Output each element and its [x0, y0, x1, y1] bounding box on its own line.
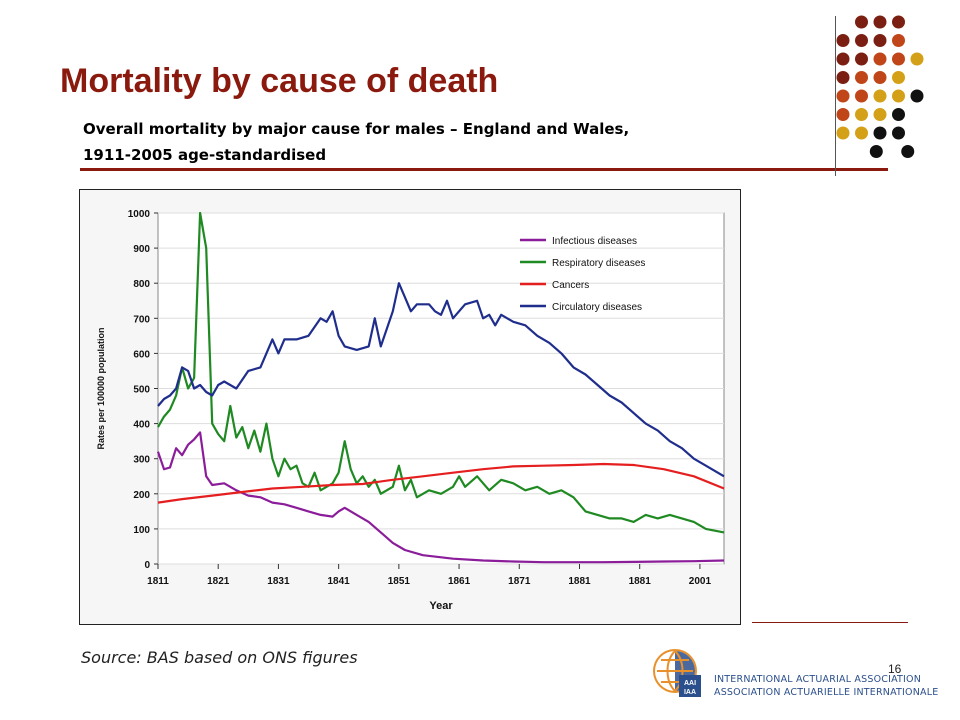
y-tick-label: 0	[144, 560, 150, 571]
decorative-dot	[910, 89, 924, 103]
series-line-cancers	[157, 462, 725, 504]
decorative-dot	[855, 71, 868, 84]
y-tick-label: 200	[133, 490, 150, 501]
y-tick-label: 800	[133, 279, 150, 290]
decorative-dot	[836, 71, 850, 84]
y-tick-label: 500	[133, 385, 150, 396]
decorative-dot	[892, 89, 905, 103]
logo-text-english: INTERNATIONAL ACTUARIAL ASSOCIATION	[714, 674, 922, 685]
source-note: Source: BAS based on ONS figures	[81, 648, 358, 667]
subtitle-line-2: 1911-2005 age-standardised	[83, 146, 327, 164]
decorative-dot	[901, 145, 915, 158]
y-tick-label: 700	[133, 314, 150, 325]
decorative-dot	[836, 52, 850, 66]
y-tick-label: 1000	[128, 209, 151, 220]
y-axis-label: Rates per 100000 population	[96, 327, 106, 449]
decorative-dot	[836, 34, 850, 47]
decorative-dot	[873, 89, 887, 103]
y-tick-label: 900	[133, 244, 150, 255]
corner-vertical-divider	[835, 16, 836, 176]
logo-mark-bottom: IAA	[684, 689, 696, 696]
decorative-dot	[836, 89, 850, 103]
title-divider	[80, 168, 888, 171]
decorative-dot	[836, 108, 850, 121]
chart-canvas: 0 100 200 300 400 500 600 700 800 900 1000 1811 1821…	[96, 209, 725, 612]
legend-label: Circulatory diseases	[552, 302, 642, 313]
x-tick-label: 2001	[689, 576, 712, 587]
x-tick-label: 1841	[328, 576, 351, 587]
legend-label: Infectious diseases	[552, 236, 637, 247]
decorative-dot	[855, 126, 868, 140]
y-tick-label: 300	[133, 455, 150, 466]
decorative-dot	[873, 108, 887, 121]
decorative-dot	[892, 52, 905, 66]
x-axis-label: Year	[429, 600, 453, 612]
legend-label: Cancers	[552, 280, 589, 291]
decorative-dot	[910, 52, 924, 66]
x-tick-label: 1851	[388, 576, 411, 587]
legend-label: Respiratory diseases	[552, 258, 645, 269]
decorative-dot	[855, 89, 868, 103]
mortality-chart: 0 100 200 300 400 500 600 700 800 900 1000 1811 1821…	[79, 189, 741, 625]
decorative-dot-grid	[836, 15, 924, 158]
series-line-respiratory-diseases	[157, 211, 725, 534]
decorative-dot	[873, 71, 887, 84]
iaa-globe-logo: AAI IAA	[653, 649, 701, 697]
logo-text-french: ASSOCIATION ACTUARIELLE INTERNATIONALE	[714, 687, 939, 698]
decorative-dot	[873, 126, 887, 140]
decorative-dot	[892, 71, 905, 84]
decorative-dot	[873, 15, 887, 29]
decorative-dot	[855, 108, 868, 121]
x-tick-label: 1881	[629, 576, 652, 587]
y-tick-label: 100	[133, 525, 150, 536]
decorative-dot	[873, 52, 887, 66]
x-tick-label: 1861	[448, 576, 471, 587]
chart-subtitle: Overall mortality by major cause for mal…	[83, 116, 723, 168]
decorative-dot	[836, 126, 850, 140]
footer-divider	[752, 622, 908, 623]
decorative-dot	[892, 15, 905, 29]
decorative-dot	[892, 34, 905, 47]
series-line-circulatory-diseases	[157, 282, 725, 478]
x-tick-label: 1881	[568, 576, 591, 587]
decorative-dot	[855, 15, 868, 29]
x-tick-label: 1821	[207, 576, 230, 587]
decorative-dot	[869, 145, 883, 158]
decorative-dot	[892, 108, 905, 121]
y-tick-label: 600	[133, 349, 150, 360]
slide-title: Mortality by cause of death	[60, 62, 499, 100]
x-tick-label: 1871	[508, 576, 531, 587]
decorative-dot	[892, 126, 905, 140]
decorative-dot	[855, 52, 868, 66]
y-tick-label: 400	[133, 420, 150, 431]
decorative-dot	[873, 34, 887, 47]
decorative-dot	[855, 34, 868, 47]
subtitle-line-1: Overall mortality by major cause for mal…	[83, 120, 630, 138]
logo-mark-top: AAI	[684, 680, 696, 687]
page-number: 16	[888, 662, 902, 676]
x-tick-label: 1811	[147, 576, 169, 587]
x-tick-label: 1831	[267, 576, 290, 587]
series-line-infectious-diseases	[156, 431, 725, 564]
